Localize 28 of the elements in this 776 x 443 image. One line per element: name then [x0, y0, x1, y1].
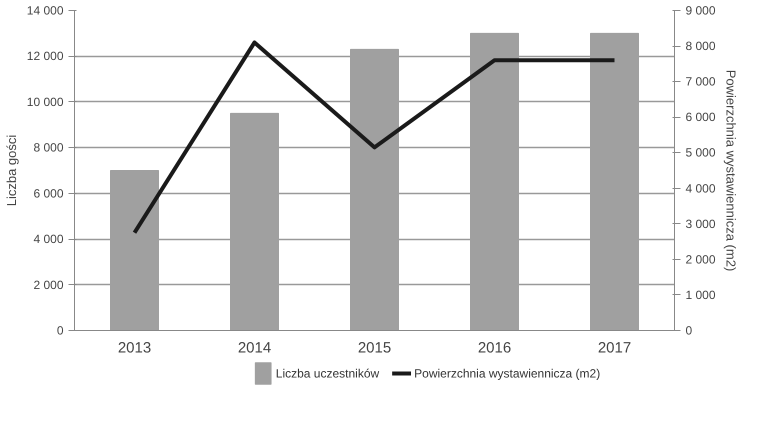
y-tick-label: 10 000: [26, 94, 64, 109]
line-series: [132, 40, 616, 235]
y-tick-label: 0: [56, 324, 64, 338]
y-tick-label: 4 000: [33, 232, 64, 246]
y-tick-label: 2 000: [33, 278, 64, 292]
y-tick-label: 6 000: [33, 186, 64, 200]
y-tick-label: 12 000: [26, 49, 64, 64]
y-tick-label: 8 000: [33, 140, 64, 155]
y2-tick-label: 5 000: [686, 146, 716, 160]
y2-tick-label: 9 000: [686, 4, 716, 18]
y2-tick-label: 4 000: [686, 181, 716, 196]
legend-label: Liczba uczestników: [276, 366, 380, 380]
y2-tick-label: 2 000: [686, 252, 716, 266]
y2-tick-label: 8 000: [686, 39, 716, 54]
x-tick-label: 2014: [238, 340, 272, 356]
y2-tick-label: 6 000: [686, 110, 716, 124]
y2-tick-label: 0: [686, 324, 692, 338]
x-tick-label: 2016: [478, 340, 512, 356]
x-tick-label: 2013: [118, 340, 152, 356]
y2-tick-label: 7 000: [686, 74, 716, 89]
x-tick-label: 2017: [598, 340, 632, 356]
y-axis-title: Liczba gości: [4, 134, 19, 206]
y2-tick-label: 1 000: [686, 288, 716, 302]
x-tick-label: 2015: [358, 340, 392, 356]
y2-axis-title: Powierzchnia wystawiennicza (m2): [724, 70, 739, 272]
y2-tick-label: 3 000: [686, 216, 716, 231]
legend-label: Powierzchnia wystawiennicza (m2): [414, 366, 600, 380]
y-tick-label: 14 000: [26, 4, 64, 18]
